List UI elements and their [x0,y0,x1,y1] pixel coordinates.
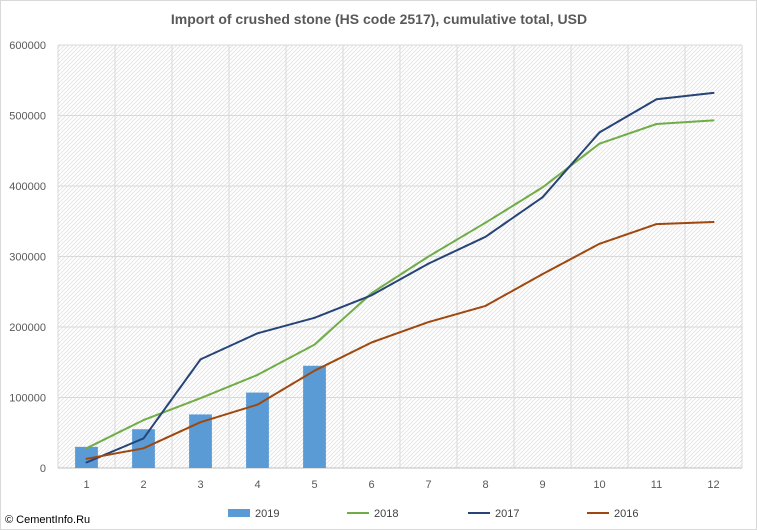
y-tick-label: 300000 [9,252,46,264]
x-tick-label: 4 [254,479,260,491]
legend-label-2017: 2017 [495,508,519,520]
x-tick-label: 8 [482,479,488,491]
x-tick-label: 6 [368,479,374,491]
x-tick-label: 3 [197,479,203,491]
bar-2019-4 [246,392,269,468]
y-tick-label: 100000 [9,393,46,405]
y-tick-label: 400000 [9,181,46,193]
source-credit: © CementInfo.Ru [5,514,90,526]
line-series-2018 [85,119,715,450]
bar-2019-5 [303,365,326,468]
x-tick-label: 9 [539,479,545,491]
x-tick-label: 10 [593,479,605,491]
gridlines [57,44,743,469]
line-series-2016 [85,221,715,460]
legend-label-2016: 2016 [614,508,638,520]
y-axis: 0 100000 200000 300000 400000 500000 600000 [9,40,46,475]
line-series [85,91,715,464]
bar-2019-3 [189,414,212,468]
x-tick-label: 2 [140,479,146,491]
bar-series [75,365,326,468]
y-tick-label: 500000 [9,111,46,123]
legend-swatch-2019 [228,509,250,517]
line-series-2017 [85,91,715,464]
y-tick-label: 0 [40,463,46,475]
x-tick-label: 11 [651,479,662,491]
legend-label-2018: 2018 [374,508,398,520]
x-tick-label: 1 [83,479,89,491]
x-tick-label: 5 [311,479,317,491]
legend: 2019 2018 2017 2016 [228,508,638,520]
bar-2019-1 [75,446,98,468]
legend-label-2019: 2019 [255,508,279,520]
y-tick-label: 200000 [9,322,46,334]
x-axis: 1 2 3 4 5 6 7 8 9 10 11 12 [58,467,742,491]
x-tick-label: 7 [425,479,431,491]
chart-title: Import of crushed stone (HS code 2517), … [171,11,587,27]
x-tick-label: 12 [707,479,719,491]
y-tick-label: 600000 [9,40,46,52]
